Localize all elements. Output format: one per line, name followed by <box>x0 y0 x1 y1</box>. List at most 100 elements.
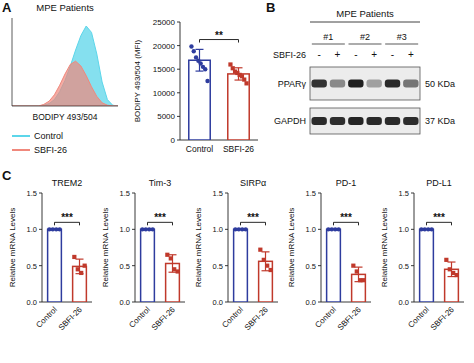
group-rule <box>349 44 382 45</box>
y-tick-label: 20000 <box>153 42 176 51</box>
x-tick-label: SBFI-26 <box>57 305 85 333</box>
error-bar <box>262 252 270 271</box>
data-point <box>76 267 80 271</box>
band <box>403 80 418 88</box>
size-label: 37 KDa <box>425 116 455 126</box>
lane-sign: - <box>317 49 320 60</box>
y-tick-label: 1.0 <box>120 225 130 234</box>
x-tick-label: Control <box>34 305 59 330</box>
y-tick <box>411 193 414 194</box>
blot-membrane <box>310 67 420 100</box>
significance-label: *** <box>61 212 73 223</box>
y-tick-label: 1.0 <box>399 225 409 234</box>
band <box>385 80 400 88</box>
x-axis <box>12 106 118 107</box>
significance-label: ** <box>215 30 223 41</box>
y-tick-label: 0.5 <box>399 262 409 271</box>
x-tick-label: Control <box>186 144 214 154</box>
band <box>330 80 345 88</box>
band <box>366 117 381 125</box>
y-axis <box>12 18 13 106</box>
legend-swatch <box>12 135 30 137</box>
blot-title: MPE Patients <box>336 8 394 19</box>
error-bar <box>169 255 177 272</box>
y-tick <box>39 265 42 266</box>
y-tick <box>177 22 180 23</box>
data-point <box>265 264 269 268</box>
y-tick-label: 10000 <box>153 89 176 98</box>
x-tick-label: Control <box>406 305 431 330</box>
plot-area <box>189 44 249 140</box>
data-point <box>150 227 154 231</box>
data-point <box>351 264 355 268</box>
error-cap <box>235 67 243 68</box>
significance-label: *** <box>154 212 166 223</box>
band <box>330 117 345 125</box>
y-tick <box>177 92 180 93</box>
y-tick <box>39 302 42 303</box>
significance-label: *** <box>433 212 445 223</box>
y-tick <box>411 229 414 230</box>
panel-label: B <box>266 0 275 15</box>
x-tick-label: SBFI-26 <box>243 305 271 333</box>
y-axis <box>414 193 415 302</box>
group-label: #3 <box>397 32 407 42</box>
data-point <box>228 62 232 66</box>
x-tick-label: Control <box>127 305 152 330</box>
chart-title: PD-L1 <box>426 178 452 188</box>
y-axis-label: BODIPY 493/504 (MFI) <box>133 39 142 122</box>
plot-area <box>419 227 459 302</box>
data-point <box>176 269 180 273</box>
group-rule <box>312 44 345 45</box>
band <box>348 117 363 125</box>
y-tick-label: 0.0 <box>213 298 223 307</box>
data-point <box>203 67 207 71</box>
y-axis-label: Relative mRNA Levels <box>101 208 110 288</box>
plot-area <box>12 26 118 106</box>
y-tick <box>177 69 180 70</box>
y-tick-label: 1.5 <box>213 189 223 198</box>
chart-title: Tim-3 <box>149 178 172 188</box>
lane-sign: - <box>391 49 394 60</box>
data-point <box>262 258 266 262</box>
data-point <box>189 44 193 48</box>
data-point <box>242 77 246 81</box>
lane-sign: - <box>354 49 357 60</box>
error-cap <box>235 79 243 80</box>
y-tick <box>318 193 321 194</box>
data-point <box>79 271 83 275</box>
data-point <box>448 267 452 271</box>
protein-label: GAPDH <box>274 116 306 126</box>
group-label: #1 <box>323 32 333 42</box>
band <box>348 80 363 88</box>
x-tick-label: SBFI-26 <box>223 144 254 154</box>
y-tick-label: 1.0 <box>27 225 37 234</box>
y-tick-label: 0.0 <box>399 298 409 307</box>
y-tick-label: 1.0 <box>213 225 223 234</box>
data-point <box>57 227 61 231</box>
data-point <box>429 227 433 231</box>
y-tick <box>132 193 135 194</box>
y-axis-label: Relative mRNA Levels <box>380 208 389 288</box>
error-cap <box>262 251 270 252</box>
data-point <box>192 49 196 53</box>
y-tick <box>39 193 42 194</box>
protein-label: PPARγ <box>278 79 307 89</box>
group-rule <box>385 44 418 45</box>
lane-sign: + <box>408 49 414 60</box>
error-bar <box>448 262 456 277</box>
y-tick <box>39 229 42 230</box>
error-cap <box>262 270 270 271</box>
chart-title: TREM2 <box>52 178 83 188</box>
y-tick-label: 0.5 <box>213 262 223 271</box>
size-label: 50 KDa <box>425 79 455 89</box>
data-point <box>269 268 273 272</box>
y-tick-label: 0.0 <box>27 298 37 307</box>
legend-label: SBFI-26 <box>34 145 67 155</box>
y-tick-label: 0.5 <box>306 262 316 271</box>
y-axis-label: Relative mRNA Levels <box>8 208 17 288</box>
error-cap <box>76 259 84 260</box>
bar <box>445 269 459 302</box>
y-tick-label: 1.5 <box>120 189 130 198</box>
y-tick-label: 0.0 <box>120 298 130 307</box>
